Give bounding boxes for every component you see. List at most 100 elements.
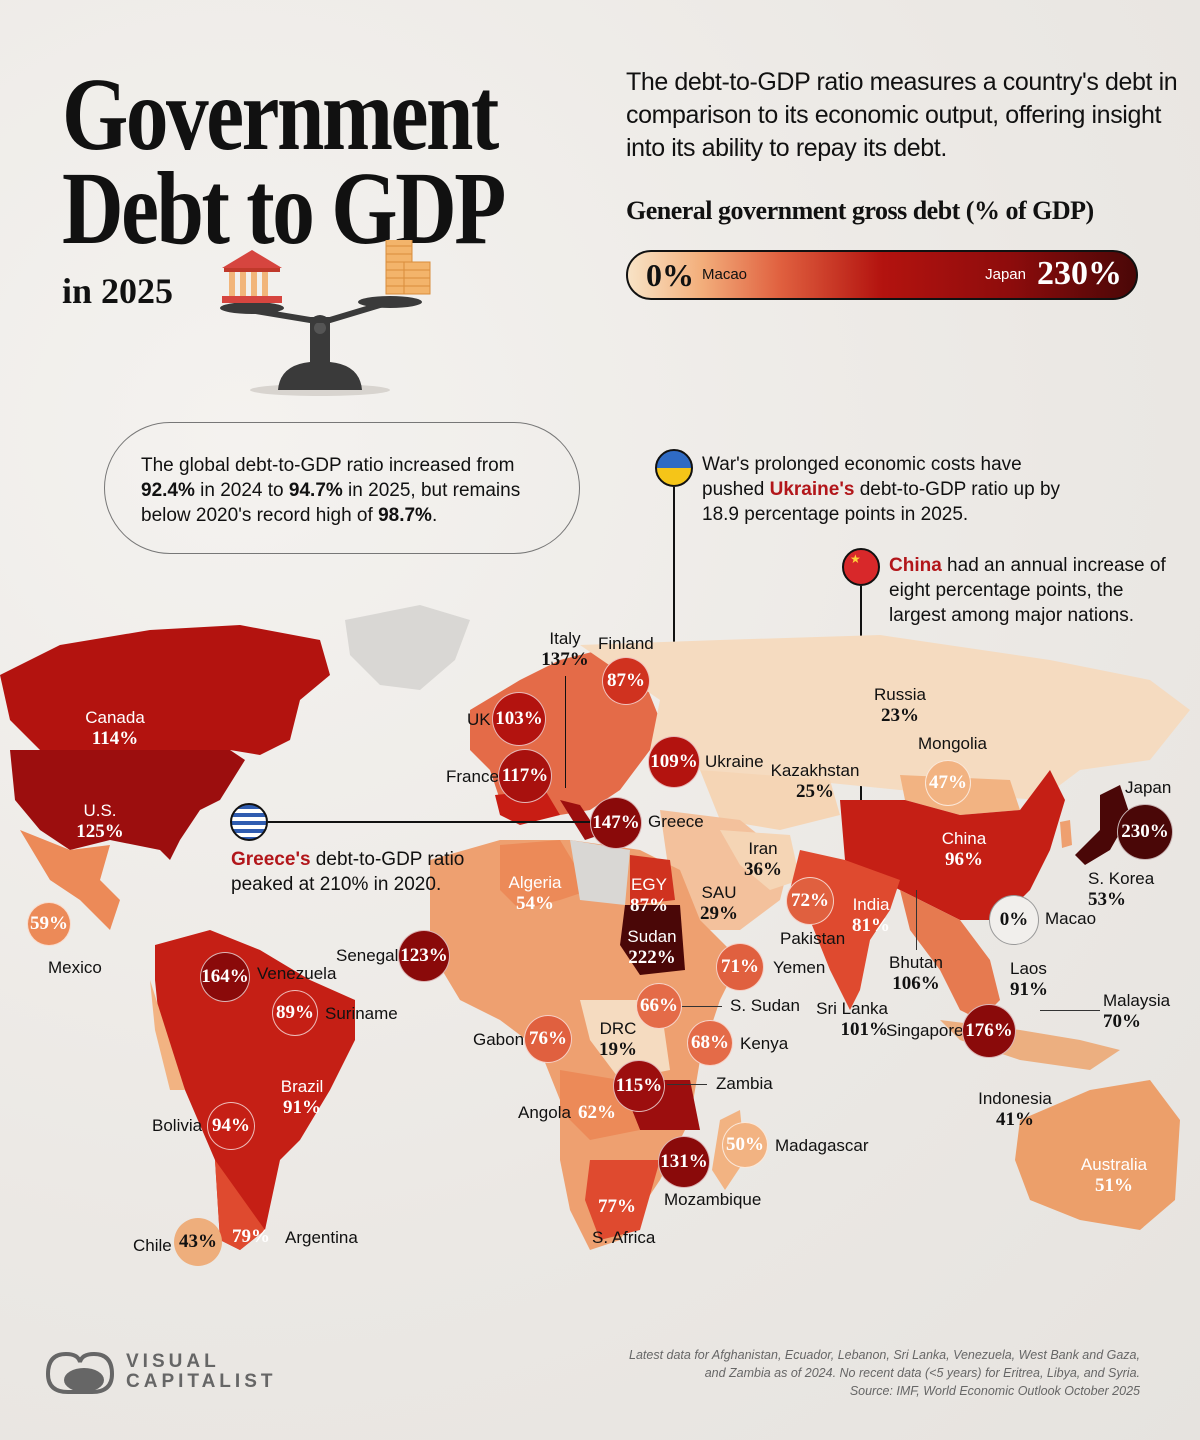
country-name: Kazakhstan: [770, 761, 860, 780]
bubble-bolivia: 94%: [207, 1102, 255, 1150]
legend-max-label: Japan: [985, 266, 1026, 283]
ssudan-leader-line: [682, 1006, 722, 1007]
ukraine-leader-line: [673, 487, 675, 735]
label-canada: Canada 114%: [75, 707, 155, 749]
country-value: 91%: [1010, 979, 1048, 1000]
legend-max-value: 230%: [1037, 255, 1122, 292]
country-value: 114%: [91, 728, 139, 749]
country-value: 54%: [516, 893, 554, 914]
text-part: had an annual increase of eight percenta…: [889, 555, 1166, 626]
name-france: France: [446, 767, 499, 786]
name-angola: Angola: [518, 1103, 571, 1122]
footnote: Latest data for Afghanistan, Ecuador, Le…: [629, 1346, 1140, 1400]
label-malaysia: Malaysia 70%: [1103, 990, 1173, 1032]
logo-line-1: VISUAL: [126, 1351, 220, 1372]
world-map: [0, 605, 1190, 1250]
country-name: EGY: [631, 875, 667, 894]
logo-text: VISUAL CAPITALIST: [126, 1352, 276, 1392]
global-callout: The global debt-to-GDP ratio increased f…: [104, 422, 580, 554]
ukraine-flag-icon: [655, 449, 693, 487]
name-finland: Finland: [598, 634, 654, 653]
label-drc: DRC 19%: [596, 1018, 640, 1060]
label-india: India 81%: [846, 894, 896, 936]
name-chile: Chile: [133, 1236, 172, 1255]
bubble-mongolia: 47%: [925, 760, 971, 806]
country-name: DRC: [599, 1019, 637, 1038]
value-argentina: 79%: [232, 1226, 270, 1247]
label-srilanka: Sri Lanka 101%: [808, 998, 888, 1040]
bubble-mozambique: 131%: [658, 1136, 710, 1188]
label-sau: SAU 29%: [694, 882, 744, 924]
label-skorea: S. Korea 53%: [1088, 868, 1158, 910]
value-safrica: 77%: [598, 1196, 636, 1217]
bubble-pakistan: 72%: [786, 877, 834, 925]
bubble-gabon: 76%: [524, 1015, 572, 1063]
global-callout-text: The global debt-to-GDP ratio increased f…: [141, 453, 561, 528]
country-name: SAU: [701, 883, 737, 902]
country-value: 125%: [76, 821, 124, 842]
name-japan: Japan: [1125, 778, 1172, 797]
bubble-uk: 103%: [492, 692, 546, 746]
name-suriname: Suriname: [325, 1004, 398, 1023]
name-zambia: Zambia: [716, 1074, 773, 1093]
name-macao: Macao: [1045, 909, 1097, 928]
country-value: 106%: [892, 973, 940, 994]
legend-color-scale: 0% Macao Japan 230%: [626, 250, 1138, 300]
bubble-singapore: 176%: [962, 1004, 1016, 1058]
country-name: S. Korea: [1088, 869, 1155, 888]
text-part: The global debt-to-GDP ratio increased f…: [141, 455, 515, 476]
name-mozambique: Mozambique: [664, 1190, 762, 1209]
name-gabon: Gabon: [473, 1030, 525, 1049]
label-kazakhstan: Kazakhstan 25%: [770, 760, 860, 802]
ukraine-highlight: Ukraine's: [769, 479, 855, 500]
country-value: 19%: [599, 1039, 637, 1060]
italy-leader-line: [565, 676, 566, 788]
greece-flag-icon: [230, 803, 268, 841]
label-australia: Australia 51%: [1074, 1154, 1154, 1196]
country-value: 87%: [630, 895, 668, 916]
value-2025: 94.7%: [288, 480, 343, 501]
bubble-japan: 230%: [1117, 804, 1173, 860]
label-brazil: Brazil 91%: [262, 1076, 342, 1118]
zambia-leader-line: [667, 1084, 707, 1085]
name-ssudan: S. Sudan: [730, 996, 800, 1015]
footnote-line-2: and Zambia as of 2024. No recent data (<…: [704, 1366, 1140, 1380]
page-subtitle: in 2025: [62, 271, 174, 311]
bubble-mexico: 59%: [27, 902, 71, 946]
text-part: debt-to-GDP ratio up by 18.9 percentage …: [702, 479, 1061, 525]
country-name: Russia: [874, 685, 926, 704]
legend-min-value: 0%: [646, 257, 694, 293]
label-bhutan: Bhutan 106%: [886, 952, 946, 994]
bubble-zambia: 115%: [613, 1060, 665, 1112]
country-name: Italy: [549, 629, 581, 648]
label-algeria: Algeria 54%: [505, 872, 565, 914]
country-value: 96%: [945, 849, 983, 870]
label-laos: Laos 91%: [1010, 958, 1054, 1000]
text-part: debt-to-GDP ratio peaked at 210% in 2020…: [231, 849, 465, 895]
name-ukraine: Ukraine: [705, 752, 764, 771]
china-highlight: China: [889, 555, 942, 576]
country-name: Brazil: [280, 1077, 324, 1096]
value-2024: 92.4%: [141, 480, 195, 501]
page-title: Government Debt to GDP: [62, 63, 506, 261]
country-value: 81%: [852, 915, 890, 936]
greece-leader-line: [268, 821, 592, 823]
bubble-venezuela: 164%: [200, 952, 250, 1002]
malaysia-leader-line: [1040, 1010, 1100, 1011]
china-flag-icon: ★: [842, 548, 880, 586]
name-singapore: Singapore: [886, 1021, 964, 1040]
name-venezuela: Venezuela: [257, 964, 337, 983]
name-mexico: Mexico: [48, 958, 102, 977]
country-name: China: [941, 829, 987, 848]
label-russia: Russia 23%: [870, 684, 930, 726]
label-indonesia: Indonesia 41%: [975, 1088, 1055, 1130]
country-name: Iran: [748, 839, 778, 858]
text-part: .: [431, 505, 438, 526]
visual-capitalist-logo: VISUAL CAPITALIST: [44, 1348, 276, 1396]
bhutan-leader-line: [916, 890, 917, 950]
country-name: Australia: [1080, 1155, 1148, 1174]
source-text: Source: IMF, World Economic Outlook Octo…: [849, 1384, 1140, 1398]
country-value: 29%: [700, 903, 738, 924]
country-value: 41%: [996, 1109, 1034, 1130]
label-sudan: Sudan 222%: [622, 926, 682, 968]
